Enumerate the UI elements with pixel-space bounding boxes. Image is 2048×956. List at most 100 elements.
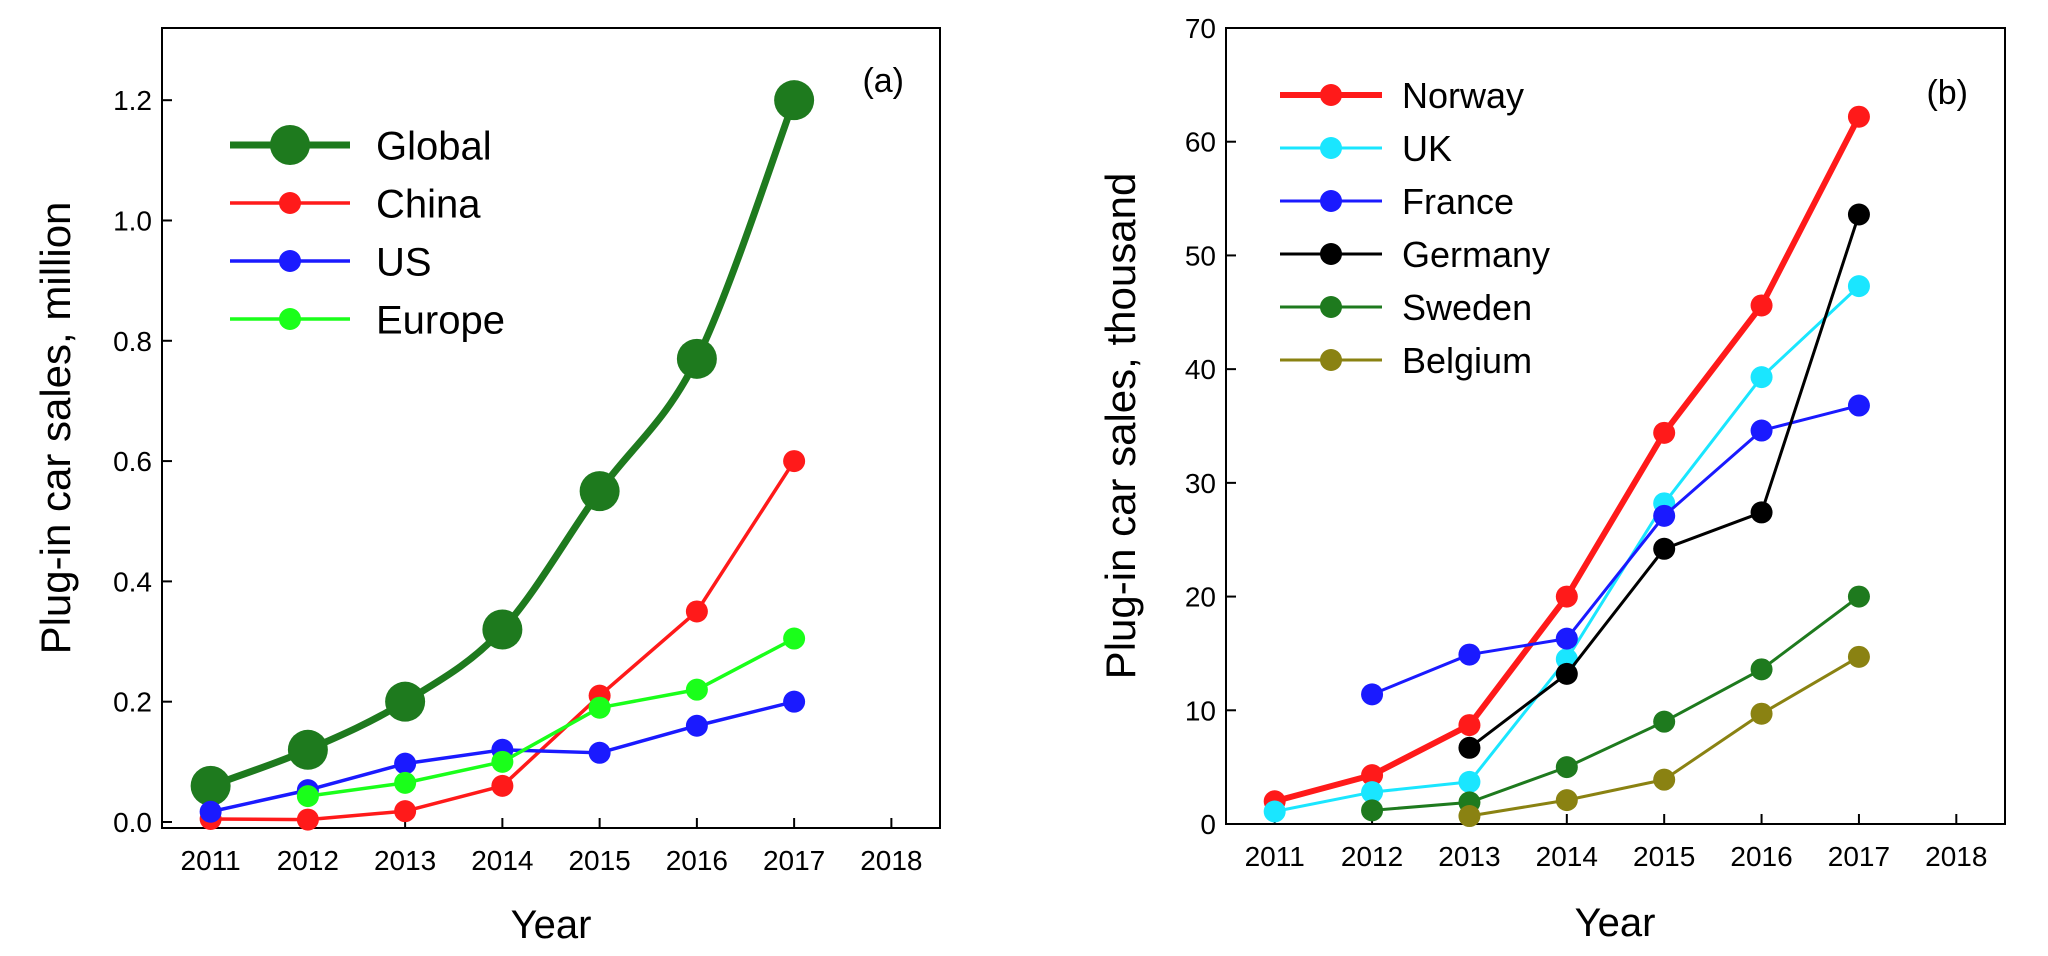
- chart-a-legend-marker-us: [279, 250, 301, 272]
- chart-b-point-belgium-2013: [1458, 805, 1481, 828]
- chart-b-x-tick-label: 2012: [1341, 841, 1403, 872]
- chart-b-ticks: 2011 2012 2013 2014 2015 2016 2017 2018 0 10 20 30 4…: [1185, 13, 1988, 872]
- chart-b-legend-entry-uk: UK: [1280, 128, 1452, 169]
- chart-b-series-line-uk: [1274, 285, 1860, 813]
- chart-b-point-sweden-2016: [1750, 658, 1773, 681]
- chart-a-point-europe-2012: [296, 785, 319, 808]
- chart-a-point-china-2013: [394, 800, 417, 823]
- chart-b-x-tick-label: 2011: [1245, 841, 1305, 872]
- chart-a-x-tick-label: 2018: [860, 845, 922, 876]
- chart-b-y-tick-label: 30: [1185, 468, 1216, 499]
- chart-b-point-belgium-2014: [1555, 789, 1578, 812]
- chart-a-y-tick-label: 0.0: [113, 807, 152, 838]
- chart-b-point-norway-2016: [1750, 294, 1773, 317]
- chart-b-series-france: [1361, 394, 1870, 706]
- chart-a-point-us-2013: [394, 752, 417, 775]
- chart-a-legend-label-us: US: [376, 240, 432, 284]
- chart-a-y-tick-label: 0.8: [113, 326, 152, 357]
- chart-b-point-uk-2017: [1847, 275, 1870, 298]
- chart-b-legend: Norway UK France Germany Sweden Belgium: [1280, 75, 1550, 381]
- chart-a-point-china-2012: [296, 808, 319, 831]
- chart-b-point-france-2012: [1361, 683, 1384, 706]
- chart-b-point-norway-2012: [1361, 764, 1384, 787]
- chart-b-series-line-france: [1371, 404, 1860, 696]
- chart-b-point-germany-2013: [1458, 736, 1481, 759]
- chart-b-point-france-2014: [1555, 627, 1578, 650]
- chart-b-x-tick-label: 2018: [1925, 841, 1987, 872]
- chart-a-point-china-2014: [491, 774, 514, 797]
- chart-a-y-tick-label: 1.2: [113, 85, 152, 116]
- chart-a-point-europe-2017: [783, 627, 806, 650]
- chart-b-x-tick-label: 2013: [1438, 841, 1500, 872]
- chart-b-point-uk-2011: [1263, 800, 1286, 823]
- chart-a-point-china-2017: [783, 450, 806, 473]
- chart-b-y-tick-label: 20: [1185, 582, 1216, 613]
- chart-b-legend-label-france: France: [1402, 181, 1514, 222]
- chart-b-point-france-2017: [1847, 394, 1870, 417]
- chart-b-point-germany-2014: [1555, 662, 1578, 685]
- chart-b-legend-marker-france: [1320, 190, 1342, 212]
- chart-b-legend-entry-germany: Germany: [1280, 234, 1550, 275]
- chart-b-y-tick-label: 70: [1185, 13, 1216, 44]
- chart-b-point-sweden-2017: [1847, 585, 1870, 608]
- chart-a-y-tick-label: 0.4: [113, 566, 152, 597]
- chart-a-legend-entry-global: Global: [230, 124, 492, 168]
- chart-b-point-sweden-2015: [1653, 710, 1676, 733]
- chart-b-series-belgium: [1458, 645, 1870, 828]
- chart-b-point-norway-2015: [1653, 421, 1676, 444]
- chart-a-point-us-2016: [685, 714, 708, 737]
- chart-b-legend-marker-norway: [1320, 84, 1342, 106]
- chart-a-series-global: [190, 80, 815, 806]
- chart-a-series-layer: [190, 80, 815, 831]
- chart-b-x-tick-label: 2015: [1633, 841, 1695, 872]
- chart-b-point-norway-2014: [1555, 585, 1578, 608]
- chart-a-point-global-2014: [482, 609, 523, 650]
- chart-b-point-belgium-2016: [1750, 702, 1773, 725]
- chart-b-point-belgium-2017: [1847, 645, 1870, 668]
- chart-a-point-china-2016: [685, 600, 708, 623]
- chart-a-point-global-2011: [190, 765, 231, 806]
- chart-b-legend-marker-sweden: [1320, 296, 1342, 318]
- chart-b-panel-label: (b): [1926, 74, 1968, 112]
- chart-a-x-tick-label: 2016: [666, 845, 728, 876]
- chart-b-point-sweden-2012: [1361, 799, 1384, 822]
- chart-b-point-uk-2013: [1458, 770, 1481, 793]
- chart-b-legend-marker-belgium: [1320, 349, 1342, 371]
- chart-b-y-tick-label: 0: [1200, 809, 1216, 840]
- chart-b-legend-label-germany: Germany: [1402, 234, 1550, 275]
- chart-a-legend-marker-china: [279, 192, 301, 214]
- chart-a-x-tick-label: 2015: [568, 845, 630, 876]
- chart-b-point-germany-2017: [1847, 203, 1870, 226]
- chart-b-point-germany-2016: [1750, 501, 1773, 524]
- chart-b-series-line-sweden: [1371, 595, 1860, 812]
- chart-b-legend-marker-germany: [1320, 243, 1342, 265]
- chart-a-legend-entry-china: China: [230, 182, 481, 226]
- chart-b-plug-in-sales-thousand: (b) Year Plug-in car sales, thousand 201…: [1097, 13, 2006, 945]
- chart-b-legend-entry-france: France: [1280, 181, 1514, 222]
- chart-a-point-europe-2014: [491, 750, 514, 773]
- chart-a-panel-label: (a): [862, 62, 904, 100]
- chart-a-x-tick-label: 2014: [471, 845, 533, 876]
- chart-a-y-tick-label: 0.2: [113, 687, 152, 718]
- chart-a-legend-entry-europe: Europe: [230, 298, 505, 342]
- chart-b-point-belgium-2015: [1653, 768, 1676, 791]
- chart-b-series-germany: [1458, 203, 1870, 759]
- chart-a-legend-label-china: China: [376, 182, 481, 226]
- chart-b-legend-entry-belgium: Belgium: [1280, 340, 1532, 381]
- chart-b-point-uk-2016: [1750, 366, 1773, 389]
- chart-a-point-global-2015: [579, 471, 620, 512]
- chart-b-series-sweden: [1361, 585, 1870, 822]
- chart-b-series-layer: [1263, 105, 1870, 828]
- chart-b-legend-label-belgium: Belgium: [1402, 340, 1532, 381]
- chart-b-point-uk-2012: [1361, 781, 1384, 804]
- chart-b-point-france-2016: [1750, 419, 1773, 442]
- chart-a-y-tick-label: 1.0: [113, 205, 152, 236]
- chart-a-point-global-2016: [676, 338, 717, 379]
- chart-b-series-line-belgium: [1469, 655, 1860, 818]
- chart-b-y-axis-label: Plug-in car sales, thousand: [1097, 173, 1144, 680]
- chart-a-point-global-2012: [287, 729, 328, 770]
- chart-a-x-axis-label: Year: [511, 903, 592, 947]
- chart-b-series-uk: [1263, 275, 1870, 823]
- chart-b-point-france-2013: [1458, 643, 1481, 666]
